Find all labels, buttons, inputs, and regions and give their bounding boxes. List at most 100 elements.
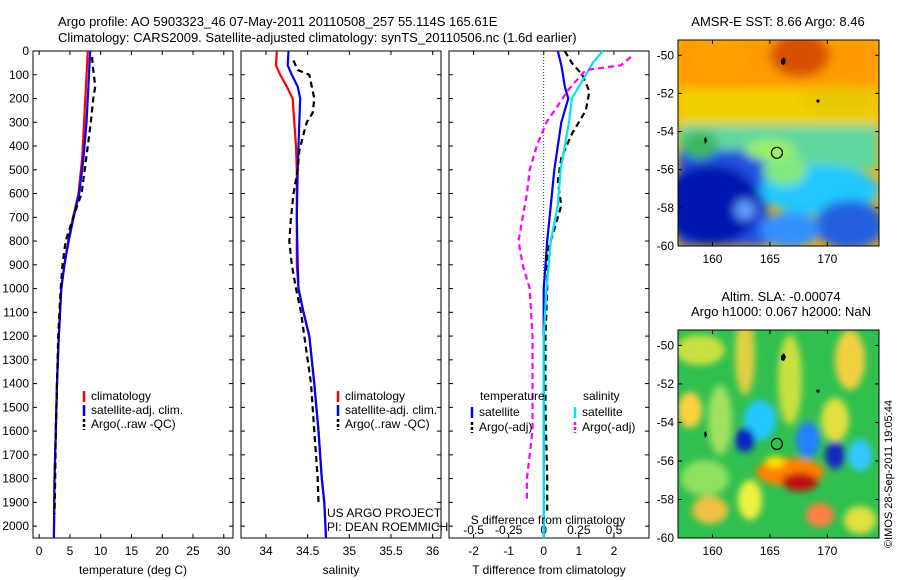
y-tick-label: 1500 bbox=[2, 400, 29, 414]
map-y-tick-label: -60 bbox=[657, 239, 675, 253]
y-tick-label: 800 bbox=[9, 234, 29, 248]
x-axis-label: temperature (deg C) bbox=[79, 563, 187, 577]
map-x-tick-label: 160 bbox=[702, 252, 722, 266]
y-tick-label: 300 bbox=[9, 115, 29, 129]
x-tick-label: 20 bbox=[156, 544, 170, 558]
x-tick-label: -2 bbox=[468, 544, 479, 558]
legend-label: Argo(-adj) bbox=[582, 420, 635, 434]
legend-title: salinity bbox=[583, 389, 620, 403]
x-tick-label: 30 bbox=[217, 544, 231, 558]
series-line bbox=[52, 50, 89, 539]
y-tick-label: 1000 bbox=[2, 282, 29, 296]
y-tick-label: 0 bbox=[22, 44, 29, 58]
argo-location-marker-sla bbox=[770, 437, 784, 450]
diff-top-axis-label: S difference from climatology bbox=[471, 513, 626, 527]
plot-frame bbox=[448, 50, 650, 539]
sst-map-axes: 160 165 170 -50 -52 -54 -56 -58 -60 bbox=[657, 40, 879, 266]
map-y-tick-label: -52 bbox=[657, 86, 675, 100]
x-axis-label: T difference from climatology bbox=[472, 563, 626, 577]
series-line bbox=[517, 56, 632, 503]
header-line-2: Climatology: CARS2009. Satellite-adjuste… bbox=[58, 30, 577, 45]
legend-label: climatology bbox=[345, 389, 405, 403]
map-y-tick-label: -58 bbox=[657, 492, 675, 506]
y-tick-label: 1400 bbox=[2, 377, 29, 391]
y-tick-label: 1200 bbox=[2, 329, 29, 343]
y-tick-label: 2000 bbox=[2, 519, 29, 533]
map-y-tick-label: -50 bbox=[657, 338, 675, 352]
temperature-panel: 0100200300400500600700800900100011001200… bbox=[2, 44, 234, 577]
salinity-panel: 34 34.5 35 35.5 36 salinity climatologysatelli… bbox=[240, 50, 442, 577]
map-y-tick-label: -56 bbox=[657, 163, 675, 177]
island-marks bbox=[704, 57, 820, 144]
sla-map-field bbox=[678, 330, 879, 538]
y-tick-label: 1300 bbox=[2, 353, 29, 367]
y-tick-label: 1900 bbox=[2, 495, 29, 509]
x-tick-label: 36 bbox=[426, 544, 440, 558]
x-tick-label: 0 bbox=[36, 544, 43, 558]
x-tick-label: 0 bbox=[540, 544, 547, 558]
x-tick-label: 15 bbox=[125, 544, 139, 558]
header-line-1: Argo profile: AO 5903323_46 07-May-2011 … bbox=[58, 14, 498, 29]
plot-frame bbox=[240, 50, 442, 539]
sst-map-field bbox=[678, 40, 879, 246]
x-tick-label: 10 bbox=[94, 544, 108, 558]
x-tick-label: 5 bbox=[67, 544, 74, 558]
legend-label: satellite-adj. clim. bbox=[345, 403, 437, 417]
x-tick-label: 1 bbox=[575, 544, 582, 558]
difference-panel: -2 -1 0 1 2 T difference from climatology -0.5… bbox=[448, 50, 650, 577]
map-y-tick-label: -52 bbox=[657, 377, 675, 391]
top-x-tick-label: 0.25 bbox=[567, 523, 591, 537]
y-tick-label: 1700 bbox=[2, 448, 29, 462]
y-tick-label: 1800 bbox=[2, 472, 29, 486]
legend-label: Argo(..raw -QC) bbox=[91, 417, 176, 431]
y-tick-label: 900 bbox=[9, 258, 29, 272]
map-x-tick-label: 165 bbox=[760, 252, 780, 266]
sla-map-title: Altim. SLA: -0.00074 bbox=[721, 289, 840, 304]
series-line bbox=[53, 56, 97, 515]
island-marks-sla bbox=[704, 353, 820, 438]
top-x-tick-label: -0.5 bbox=[463, 523, 484, 537]
sst-map-title: AMSR-E SST: 8.66 Argo: 8.46 bbox=[691, 14, 864, 29]
top-x-tick-label: -0.25 bbox=[495, 523, 523, 537]
legend-label: climatology bbox=[91, 389, 151, 403]
series-line bbox=[542, 50, 604, 538]
legend-label: satellite bbox=[479, 405, 520, 419]
argo-location-marker bbox=[770, 146, 784, 159]
sla-map-subtitle: Argo h1000: 0.067 h2000: NaN bbox=[691, 304, 871, 319]
x-tick-label: 34.5 bbox=[296, 544, 320, 558]
map-y-tick-label: -58 bbox=[657, 201, 675, 215]
legend-label: satellite bbox=[582, 405, 623, 419]
map-x-tick-label: 165 bbox=[760, 544, 780, 558]
x-tick-label: 2 bbox=[611, 544, 618, 558]
project-line-1: US ARGO PROJECT bbox=[327, 506, 442, 520]
x-tick-label: 25 bbox=[186, 544, 200, 558]
map-y-tick-label: -50 bbox=[657, 48, 675, 62]
map-y-tick-label: -54 bbox=[657, 125, 675, 139]
legend-label: satellite-adj. clim. bbox=[91, 403, 183, 417]
legend-label: Argo(-adj) bbox=[479, 420, 532, 434]
series-line bbox=[542, 50, 570, 538]
map-x-tick-label: 160 bbox=[702, 544, 722, 558]
map-x-tick-label: 170 bbox=[817, 252, 837, 266]
y-tick-label: 500 bbox=[9, 163, 29, 177]
map-y-tick-label: -60 bbox=[657, 531, 675, 545]
series-line bbox=[288, 60, 320, 503]
series-line bbox=[544, 50, 591, 515]
legend-label: Argo(..raw -QC) bbox=[345, 417, 430, 431]
map-y-tick-label: -56 bbox=[657, 454, 675, 468]
y-tick-label: 700 bbox=[9, 210, 29, 224]
x-tick-label: 35 bbox=[343, 544, 357, 558]
x-tick-label: 35.5 bbox=[379, 544, 403, 558]
series-line bbox=[274, 50, 328, 539]
sla-map: Altim. SLA: -0.00074 Argo h1000: 0.067 h… bbox=[657, 289, 880, 558]
y-tick-label: 600 bbox=[9, 187, 29, 201]
x-tick-label: 34 bbox=[259, 544, 273, 558]
map-x-tick-label: 170 bbox=[817, 544, 837, 558]
sla-map-axes: 160 165 170 -50 -52 -54 -56 -58 -60 bbox=[657, 330, 879, 558]
x-axis-label: salinity bbox=[323, 563, 360, 577]
plot-frame bbox=[32, 50, 234, 539]
legend-title: temperature bbox=[480, 389, 545, 403]
map-y-tick-label: -54 bbox=[657, 415, 675, 429]
y-tick-label: 1600 bbox=[2, 424, 29, 438]
